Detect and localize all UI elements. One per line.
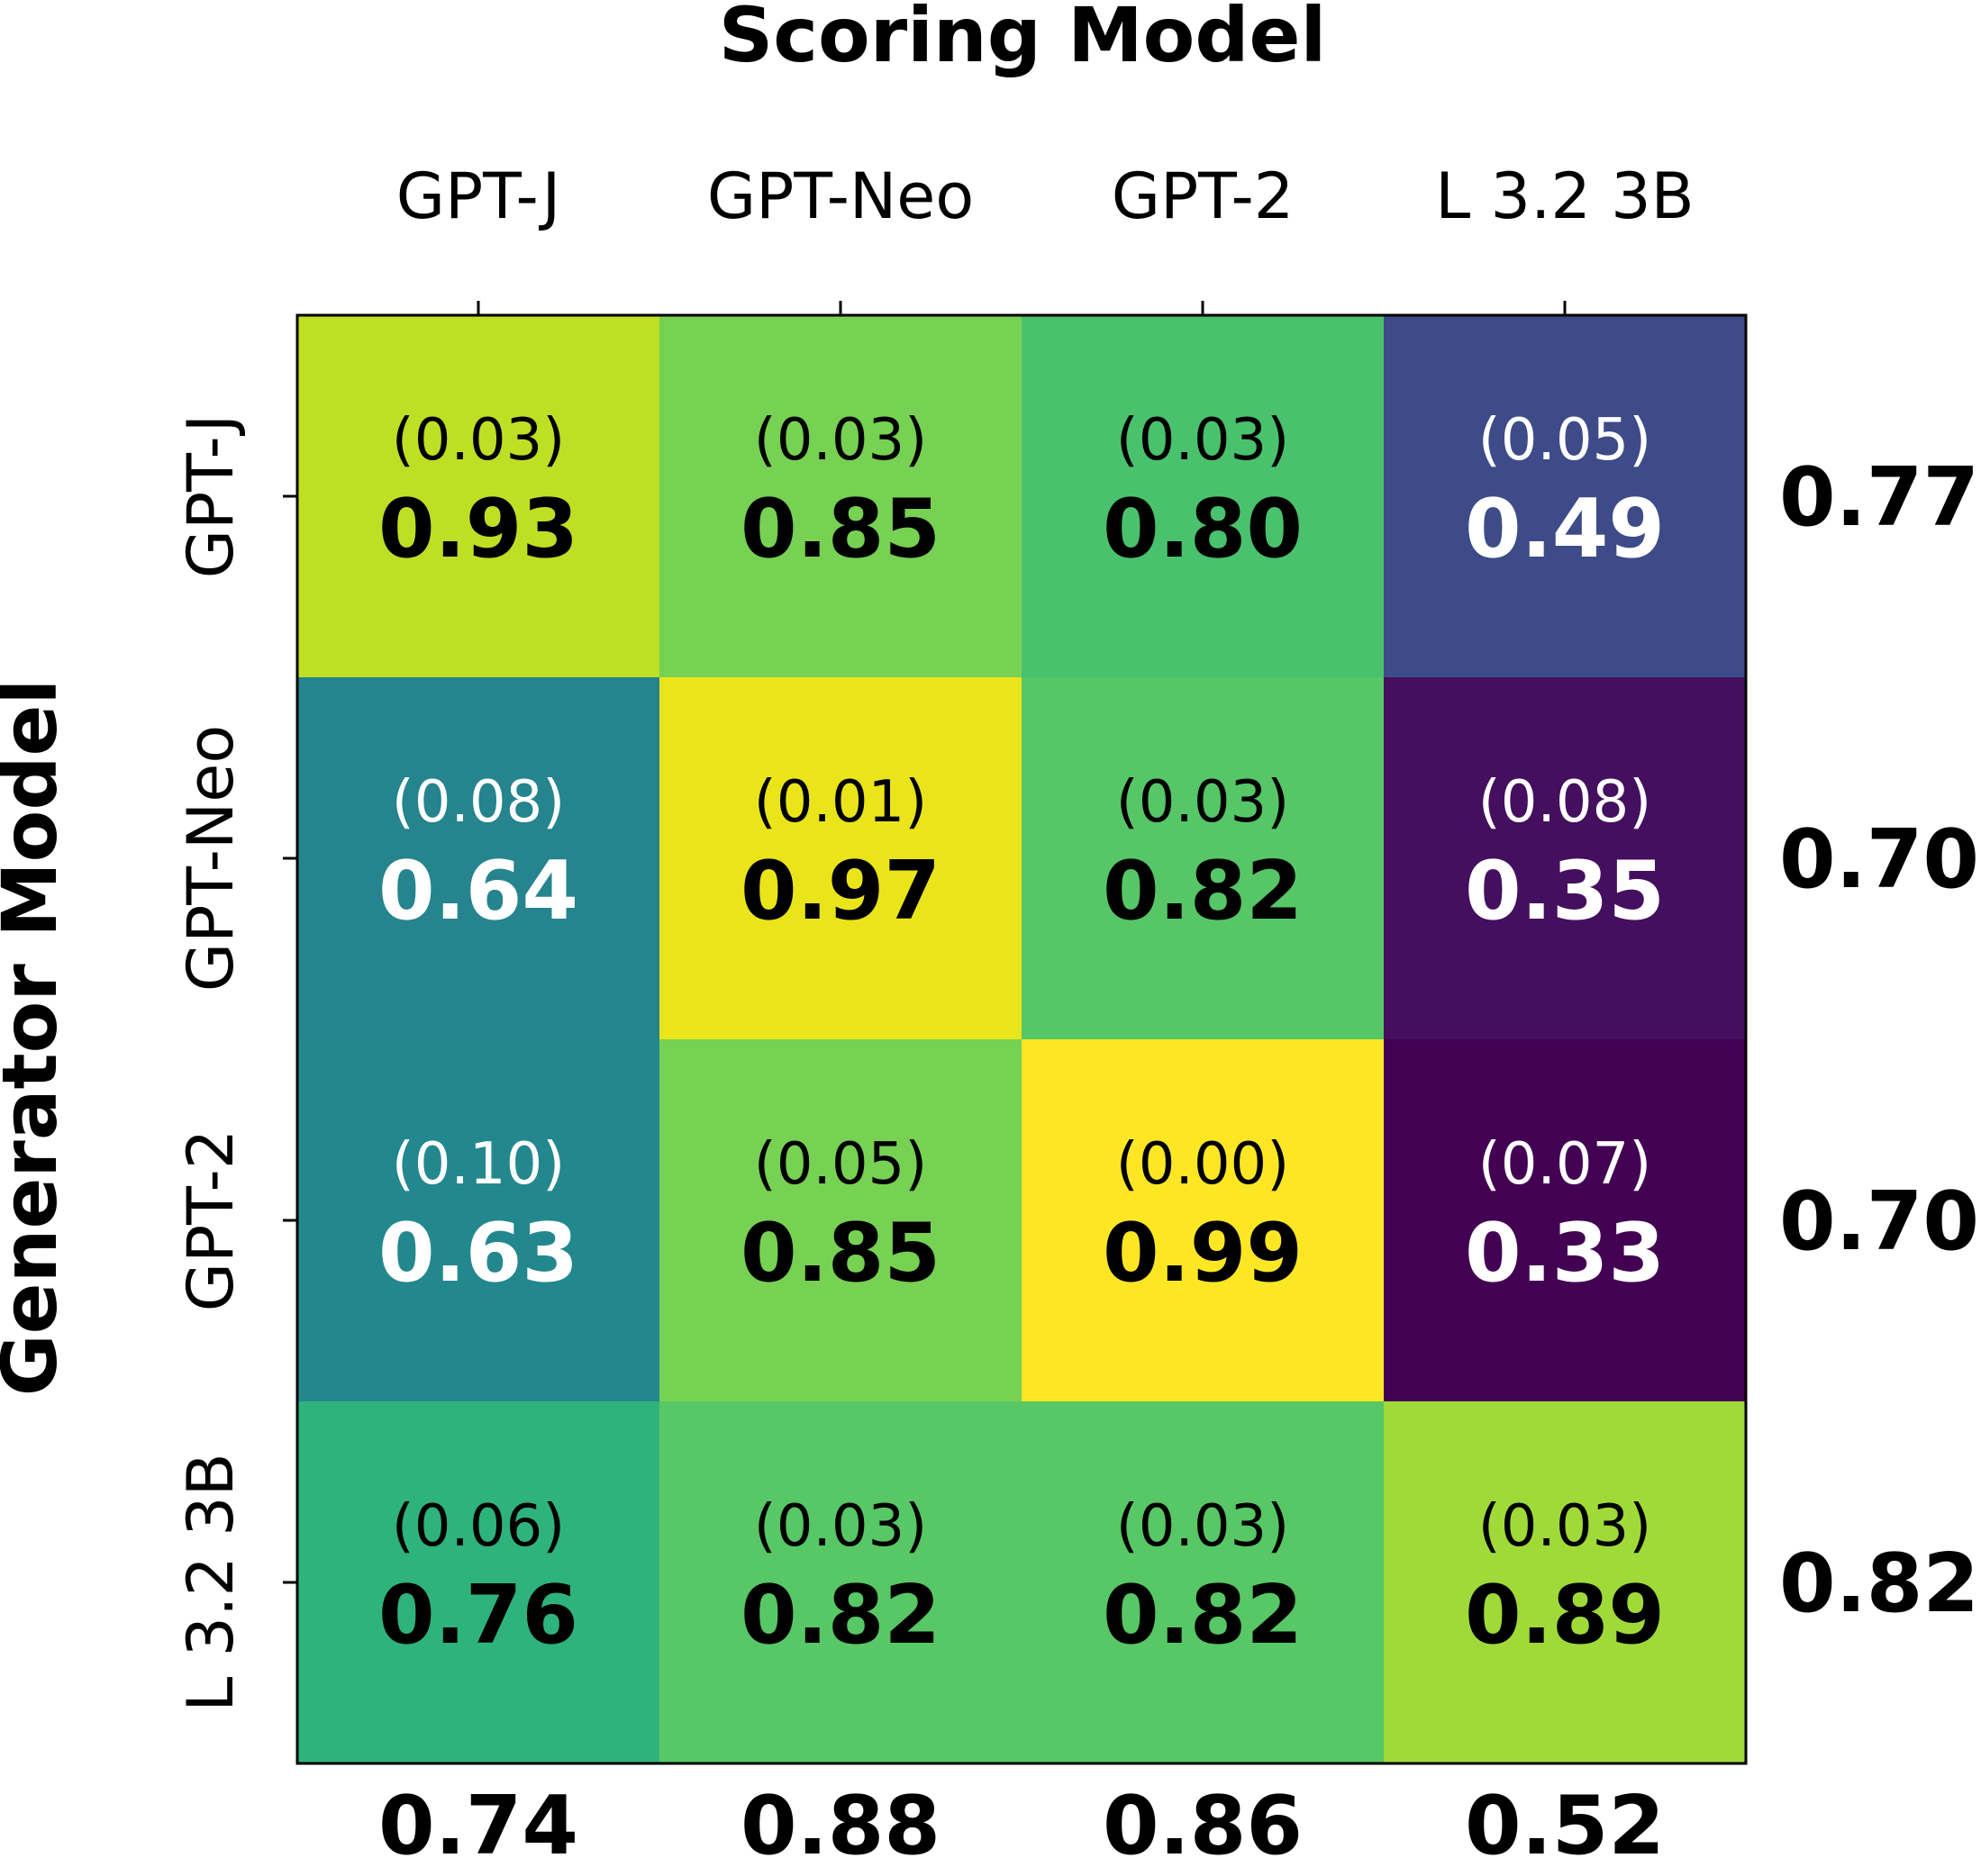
heatmap-cell (297, 315, 660, 678)
cell-std-label: (0.03) (1116, 769, 1289, 836)
cell-std-label: (0.06) (392, 1493, 565, 1560)
row-mean-label: 0.82 (1779, 1536, 1979, 1631)
cell-std-label: (0.03) (754, 407, 927, 474)
column-means: 0.74 0.88 0.86 0.52 (378, 1779, 1665, 1873)
heatmap-cell (1384, 1401, 1747, 1764)
heatmap-cell (1022, 1039, 1385, 1402)
cell-value-label: 0.63 (378, 1206, 578, 1301)
heatmap-cell (1022, 677, 1385, 1040)
cell-value-label: 0.85 (741, 482, 941, 576)
x-tick-label: GPT-J (396, 159, 561, 233)
cell-std-label: (0.10) (392, 1131, 565, 1198)
heatmap-cell (659, 677, 1022, 1040)
heatmap-cell (659, 1039, 1022, 1402)
row-mean-label: 0.70 (1779, 812, 1979, 907)
cell-value-label: 0.82 (1103, 1568, 1303, 1663)
cell-value-label: 0.82 (741, 1568, 941, 1663)
heatmap-cell (1384, 315, 1747, 678)
x-tick-labels: GPT-J GPT-Neo GPT-2 L 3.2 3B (396, 159, 1695, 233)
cell-std-label: (0.07) (1478, 1131, 1651, 1198)
axis-ticks (283, 301, 1567, 1584)
heatmap-cell (297, 677, 660, 1040)
y-tick-label: GPT-Neo (174, 725, 248, 992)
cell-value-label: 0.33 (1465, 1206, 1665, 1301)
row-mean-label: 0.77 (1779, 450, 1979, 545)
cell-value-label: 0.93 (378, 482, 578, 576)
column-mean-label: 0.52 (1465, 1779, 1665, 1871)
cell-std-label: (0.08) (1478, 769, 1651, 836)
cell-value-label: 0.35 (1465, 844, 1665, 938)
heatmap-cell (1384, 677, 1747, 1040)
cell-std-label: (0.08) (392, 769, 565, 836)
row-mean-label: 0.70 (1779, 1174, 1979, 1269)
y-tick-label: GPT-J (174, 414, 248, 579)
heatmap-cell (1022, 1401, 1385, 1764)
cell-std-label: (0.05) (1478, 407, 1651, 474)
cell-std-label: (0.03) (1116, 1493, 1289, 1560)
column-mean-label: 0.86 (1103, 1779, 1303, 1871)
cell-labels: (0.03) 0.93 (0.03) 0.85 (0.03) 0.80 (0.05) 0.49… (378, 407, 1665, 1663)
plot-frame (295, 313, 1748, 1765)
cell-value-label: 0.80 (1103, 482, 1303, 576)
cell-std-label: (0.03) (1116, 407, 1289, 474)
cell-std-label: (0.03) (392, 407, 565, 474)
cell-value-label: 0.89 (1465, 1568, 1665, 1663)
heatmap-cell (1022, 315, 1385, 678)
heatmap-cell (1384, 1039, 1747, 1402)
cell-value-label: 0.82 (1103, 844, 1303, 938)
cell-value-label: 0.85 (741, 1206, 941, 1301)
cell-value-label: 0.76 (378, 1568, 578, 1663)
cell-std-label: (0.01) (754, 769, 927, 836)
column-mean-label: 0.74 (378, 1779, 578, 1871)
column-mean-label: 0.88 (741, 1779, 941, 1871)
cell-std-label: (0.03) (1478, 1493, 1651, 1560)
row-means: 0.77 0.70 0.70 0.82 (1779, 450, 1979, 1631)
cell-std-label: (0.03) (754, 1493, 927, 1560)
heatmap-cell (659, 315, 1022, 678)
y-tick-label: GPT-2 (174, 1129, 248, 1312)
cell-value-label: 0.99 (1103, 1206, 1303, 1301)
heatmap-cell (659, 1401, 1022, 1764)
x-tick-label: L 3.2 3B (1435, 159, 1694, 233)
y-axis-title: Generator Model (0, 679, 74, 1397)
cell-value-label: 0.64 (378, 844, 578, 938)
x-tick-label: GPT-2 (1112, 159, 1295, 233)
heatmap-cell (297, 1401, 660, 1764)
cell-std-label: (0.05) (754, 1131, 927, 1198)
cell-value-label: 0.49 (1465, 482, 1665, 576)
heatmap-cells (297, 315, 1747, 1764)
x-tick-label: GPT-Neo (707, 159, 974, 233)
y-tick-label: L 3.2 3B (174, 1453, 248, 1711)
cell-value-label: 0.97 (741, 844, 941, 938)
heatmap-cell (297, 1039, 660, 1402)
x-axis-title: Scoring Model (719, 0, 1327, 79)
y-tick-labels: GPT-J GPT-Neo GPT-2 L 3.2 3B (174, 414, 248, 1712)
cell-std-label: (0.00) (1116, 1131, 1289, 1198)
